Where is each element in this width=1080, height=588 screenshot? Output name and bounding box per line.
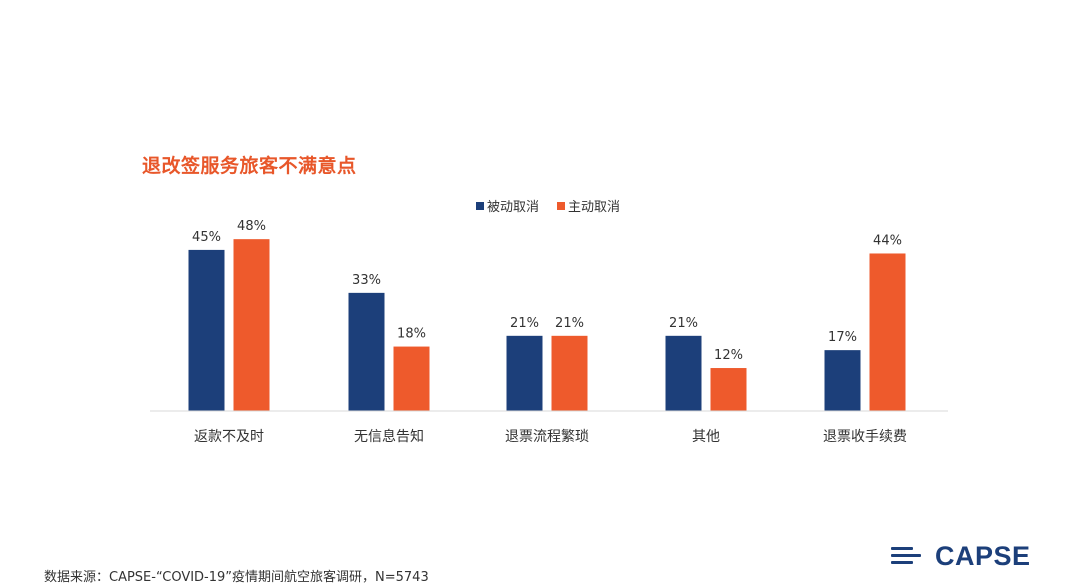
logo-text: CAPSE — [935, 541, 1031, 571]
chart-title: 退改签服务旅客不满意点 — [142, 155, 357, 177]
value-label: 21% — [510, 316, 539, 331]
category-label: 退票收手续费 — [823, 428, 907, 445]
bar-active-3 — [710, 368, 747, 411]
chart-bars — [188, 239, 906, 411]
capse-logo: CAPSE — [891, 541, 1041, 575]
value-label: 33% — [352, 273, 381, 288]
category-label: 返款不及时 — [194, 429, 264, 445]
chart-value-labels: 45% 48% 33% 18% 21% 21% 21% 12% 17% 44% — [192, 219, 902, 363]
bar-active-2 — [551, 335, 588, 411]
legend-swatch-1 — [557, 202, 565, 210]
bar-passive-3 — [665, 335, 702, 411]
bar-active-4 — [869, 253, 906, 411]
legend-label-0: 被动取消 — [487, 200, 539, 215]
chart-legend: 被动取消 主动取消 — [476, 200, 620, 215]
bar-passive-4 — [824, 350, 861, 411]
value-label: 18% — [397, 327, 426, 342]
legend-swatch-0 — [476, 202, 484, 210]
category-label: 其他 — [692, 429, 720, 445]
bar-passive-1 — [348, 292, 385, 411]
legend-label-1: 主动取消 — [568, 200, 620, 215]
value-label: 48% — [237, 219, 266, 234]
value-label: 17% — [828, 330, 857, 345]
category-label: 无信息告知 — [354, 428, 424, 445]
bar-active-0 — [233, 239, 270, 411]
data-source-note: 数据来源：CAPSE-“COVID-19”疫情期间航空旅客调研，N=5743 — [44, 570, 429, 585]
bar-passive-0 — [188, 249, 225, 411]
value-label: 45% — [192, 230, 221, 245]
value-label: 12% — [714, 348, 743, 363]
category-labels: 返款不及时 无信息告知 退票流程繁琐 其他 退票收手续费 — [194, 428, 907, 445]
bar-active-1 — [393, 346, 430, 411]
bar-passive-2 — [506, 335, 543, 411]
value-label: 21% — [555, 316, 584, 331]
value-label: 44% — [873, 233, 902, 248]
value-label: 21% — [669, 316, 698, 331]
category-label: 退票流程繁琐 — [505, 428, 589, 445]
